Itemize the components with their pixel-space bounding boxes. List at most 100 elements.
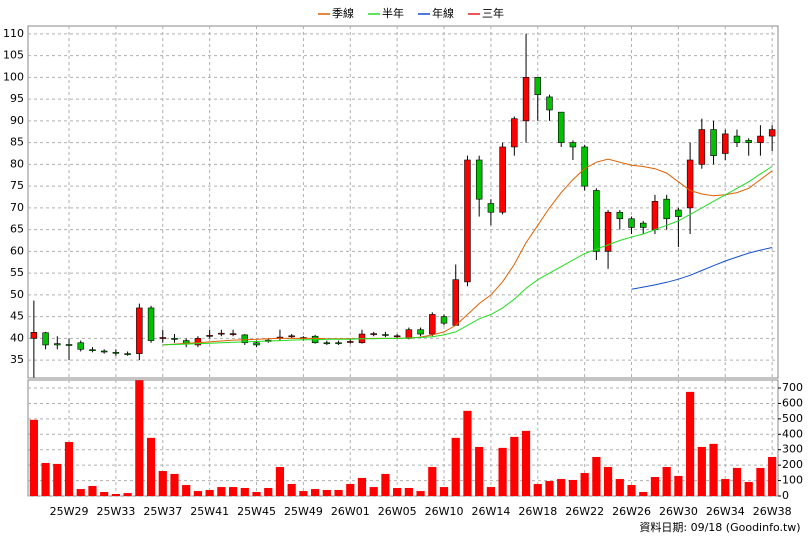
y-tick-label: 95 — [10, 92, 24, 105]
volume-bar — [439, 487, 449, 496]
x-tick-label: 26W18 — [518, 505, 557, 518]
candle-body — [417, 329, 424, 335]
volume-bar — [53, 463, 62, 496]
volume-bar — [193, 491, 203, 496]
volume-bar — [369, 487, 378, 496]
candle-body — [745, 140, 752, 143]
x-tick-label: 26W10 — [425, 505, 464, 518]
candle-body — [663, 198, 670, 220]
candle-body — [452, 279, 459, 326]
candle-body — [30, 332, 38, 339]
candle-body — [159, 337, 166, 339]
candle-body — [382, 334, 389, 336]
candle-body — [229, 333, 237, 335]
y-tick-label: 50 — [10, 288, 24, 301]
candle-body — [194, 338, 202, 346]
y-tick-label: 80 — [10, 157, 24, 170]
candle-body — [136, 307, 143, 354]
volume-bar — [486, 487, 495, 496]
volume-bar — [322, 489, 331, 496]
volume-bar — [416, 491, 425, 496]
volume-bar — [686, 391, 695, 496]
x-tick-label: 26W05 — [378, 505, 417, 518]
volume-bar — [64, 442, 74, 496]
candle-body — [722, 133, 729, 154]
x-tick-label: 25W49 — [284, 505, 323, 518]
volume-bar — [264, 487, 273, 496]
y-tick-label: 60 — [10, 244, 24, 257]
candle-body — [65, 344, 73, 346]
volume-bar — [240, 487, 249, 496]
candle-body — [733, 135, 741, 143]
x-tick-label: 26W01 — [331, 505, 370, 518]
candle-body — [323, 342, 331, 345]
candle-body — [616, 211, 624, 220]
volume-bar — [615, 479, 624, 496]
candle-body — [499, 146, 506, 213]
candle-body — [522, 77, 530, 122]
volume-tick-label: 700 — [782, 381, 803, 394]
candle-body — [686, 159, 694, 209]
candle-body — [429, 314, 436, 335]
volume-bar — [603, 467, 613, 496]
volume-bar — [557, 479, 566, 496]
y-tick-label: 35 — [10, 353, 24, 366]
candle-body — [77, 342, 84, 350]
candle-body — [557, 111, 565, 143]
volume-tick-label: 100 — [782, 474, 803, 487]
candle-body — [640, 222, 647, 228]
y-tick-label: 100 — [3, 70, 24, 83]
candle-body — [253, 342, 260, 346]
volume-bar — [428, 467, 437, 496]
volume-bar — [334, 489, 343, 496]
candle-body — [581, 146, 588, 187]
volume-bar — [299, 491, 308, 496]
x-tick-label: 26W14 — [471, 505, 510, 518]
volume-bar — [463, 410, 472, 496]
volume-bar — [475, 446, 484, 496]
volume-bar — [709, 443, 718, 496]
y-tick-label: 40 — [10, 331, 24, 344]
volume-bar — [580, 473, 589, 496]
candle-body — [604, 211, 612, 252]
candle-body — [569, 142, 577, 148]
volume-bar — [252, 491, 261, 496]
candle-body — [511, 118, 518, 148]
source-note: 資料日期: 09/18 (Goodinfo.tw) — [639, 520, 800, 534]
volume-bar — [451, 437, 460, 496]
candle-body — [241, 334, 249, 344]
y-tick-label: 70 — [10, 201, 24, 214]
y-tick-label: 45 — [10, 310, 24, 323]
volume-bar — [592, 456, 601, 496]
volume-bar — [182, 485, 191, 496]
volume-bar — [111, 493, 120, 496]
volume-bar — [100, 491, 109, 496]
volume-bar — [357, 477, 367, 496]
volume-bar — [287, 483, 296, 496]
candle-body — [54, 343, 61, 346]
candle-body — [651, 201, 659, 230]
candle-body — [464, 159, 471, 283]
candle-body — [675, 209, 682, 217]
candle-body — [42, 332, 49, 346]
candle-body — [475, 159, 483, 200]
volume-bar — [275, 467, 285, 496]
candle-body — [440, 316, 448, 324]
volume-bar — [346, 483, 355, 496]
candle-body — [393, 335, 401, 338]
volume-bar — [545, 481, 554, 496]
y-tick-label: 55 — [10, 266, 24, 279]
x-tick-label: 25W41 — [190, 505, 229, 518]
candle-body — [546, 96, 553, 111]
x-tick-label: 26W34 — [706, 505, 745, 518]
volume-bar — [721, 479, 730, 496]
candle-body — [206, 335, 213, 337]
volume-bar — [768, 456, 777, 496]
ma-line — [631, 247, 773, 290]
volume-bar — [41, 462, 50, 496]
x-tick-label: 26W22 — [565, 505, 604, 518]
candle-body — [124, 353, 131, 355]
volume-bar — [381, 473, 390, 496]
candle-body — [347, 341, 354, 343]
candle-body — [405, 329, 413, 339]
